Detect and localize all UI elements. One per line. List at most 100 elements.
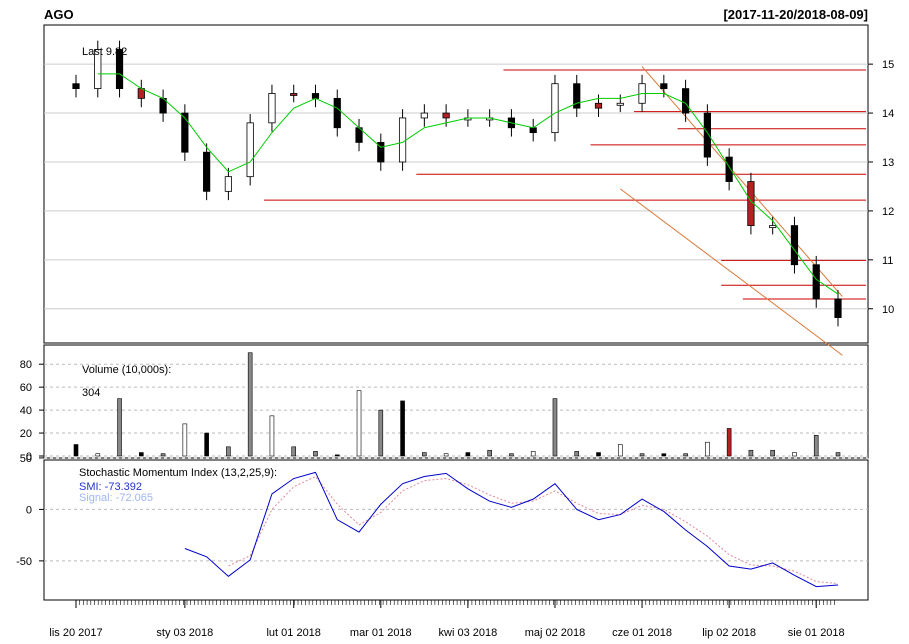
- price-candle: [203, 151, 211, 192]
- volume-bar: [661, 453, 667, 457]
- volume-bar: [530, 451, 536, 457]
- volume-ytick-label: 0: [26, 451, 32, 463]
- volume-bar: [596, 452, 601, 457]
- price-candle: [398, 117, 407, 163]
- date-range: [2017-11-20/2018-08-09]: [723, 7, 868, 22]
- volume-bar: [617, 444, 623, 457]
- price-ytick-label: 10: [882, 304, 894, 316]
- volume-bar: [552, 398, 558, 457]
- price-candle: [660, 83, 668, 90]
- volume-bar: [574, 451, 580, 457]
- volume-bar: [705, 441, 710, 457]
- price-candle: [72, 83, 80, 90]
- volume-title: Volume (10,000s):: [82, 364, 171, 376]
- volume-ytick-label: 20: [20, 428, 32, 440]
- volume-bar: [247, 352, 253, 457]
- price-ytick-label: 11: [882, 255, 893, 267]
- volume-bar: [73, 444, 79, 457]
- x-tick-label: lip 02 2018: [702, 627, 756, 639]
- volume-bar: [813, 435, 819, 457]
- volume-bar: [683, 453, 688, 457]
- volume-bar: [95, 453, 101, 457]
- signal-line: [228, 475, 839, 585]
- price-candle: [529, 127, 537, 134]
- price-candle: [333, 97, 341, 129]
- price-candle: [725, 156, 733, 182]
- volume-panel: [43, 344, 869, 459]
- volume-bar: [509, 453, 514, 457]
- price-candle: [551, 83, 559, 134]
- price-candle: [290, 93, 298, 96]
- price-candle: [268, 93, 276, 124]
- volume-bar: [465, 452, 471, 457]
- price-candle: [812, 264, 820, 300]
- volume-last-value: 304: [82, 387, 100, 399]
- x-tick-label: sie 01 2018: [788, 627, 845, 639]
- volume-bar: [378, 409, 384, 457]
- volume-bar: [726, 428, 732, 457]
- volume-bar: [313, 451, 318, 457]
- volume-bar: [160, 453, 166, 457]
- volume-ytick-label: 80: [20, 359, 32, 371]
- smi-ytick-label: 50: [20, 453, 32, 465]
- volume-ytick-label: 60: [20, 382, 32, 394]
- price-ytick-label: 13: [882, 157, 894, 169]
- chart-title: AGO: [44, 7, 74, 22]
- volume-bar: [182, 423, 188, 457]
- volume-bar: [356, 390, 362, 457]
- signal-value-label: Signal: -72.065: [79, 492, 153, 504]
- volume-bar: [226, 446, 231, 457]
- smi-value-label: SMI: -73.392: [79, 481, 142, 493]
- price-ytick-label: 15: [882, 59, 894, 71]
- volume-bar: [204, 432, 209, 457]
- price-ytick-label: 12: [882, 206, 894, 218]
- x-tick-label: kwi 03 2018: [439, 627, 498, 639]
- price-candle: [616, 102, 624, 106]
- price-candle: [420, 112, 428, 119]
- volume-bar: [139, 452, 144, 457]
- volume-bar: [748, 449, 754, 457]
- price-candle: [790, 225, 799, 266]
- last-price-label: Last 9.82: [82, 46, 127, 58]
- price-candle: [377, 142, 385, 163]
- price-candle: [246, 122, 254, 178]
- volume-bar: [117, 398, 122, 457]
- price-candle: [224, 176, 232, 192]
- volume-bar: [639, 453, 645, 457]
- price-candle: [769, 225, 777, 228]
- trend-channel-line: [619, 188, 843, 356]
- x-tick-label: cze 01 2018: [612, 627, 672, 639]
- volume-bar: [422, 452, 427, 457]
- volume-bar: [334, 454, 340, 457]
- smi-ytick-label: -50: [16, 556, 32, 568]
- price-candle: [94, 49, 102, 90]
- smi-panel: [43, 459, 869, 601]
- x-tick-label: sty 03 2018: [156, 627, 213, 639]
- smi-ytick-label: 0: [26, 504, 32, 516]
- volume-bar: [487, 449, 492, 457]
- x-tick-label: mar 01 2018: [350, 627, 412, 639]
- volume-bar: [770, 449, 775, 457]
- trend-channel-line: [641, 66, 843, 297]
- price-ytick-label: 14: [882, 108, 894, 120]
- price-candle: [311, 93, 320, 99]
- smi-title: Stochastic Momentum Index (13,2,25,9):: [79, 467, 277, 479]
- volume-bar: [792, 452, 797, 457]
- price-candle: [573, 83, 581, 109]
- price-candle: [115, 49, 124, 90]
- moving-average-line: [97, 73, 839, 295]
- volume-ytick-label: 40: [20, 405, 32, 417]
- marks-layer: [72, 40, 842, 588]
- volume-bar: [835, 452, 841, 457]
- smi-line: [184, 471, 839, 588]
- price-candle: [682, 88, 690, 114]
- x-tick-label: lis 20 2017: [49, 627, 102, 639]
- price-candle: [442, 112, 450, 119]
- volume-bar: [291, 446, 297, 457]
- price-candle: [181, 112, 189, 153]
- price-candle: [703, 112, 711, 158]
- volume-bar: [443, 453, 449, 457]
